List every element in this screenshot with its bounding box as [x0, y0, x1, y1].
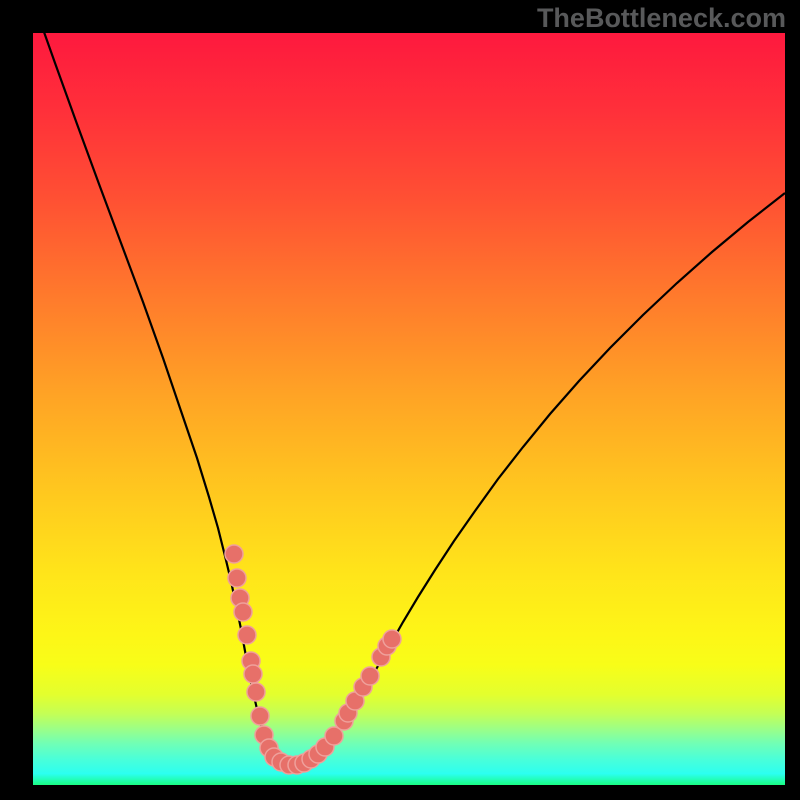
bottleneck-curve [33, 1, 785, 765]
data-marker [251, 707, 269, 725]
chart-overlay [0, 0, 800, 800]
data-marker [234, 603, 252, 621]
data-marker [228, 569, 246, 587]
data-markers [225, 545, 401, 774]
data-marker [383, 630, 401, 648]
chart-container: TheBottleneck.com [0, 0, 800, 800]
watermark-text: TheBottleneck.com [537, 3, 786, 34]
data-marker [244, 665, 262, 683]
data-marker [225, 545, 243, 563]
data-marker [238, 626, 256, 644]
data-marker [361, 667, 379, 685]
data-marker [247, 683, 265, 701]
